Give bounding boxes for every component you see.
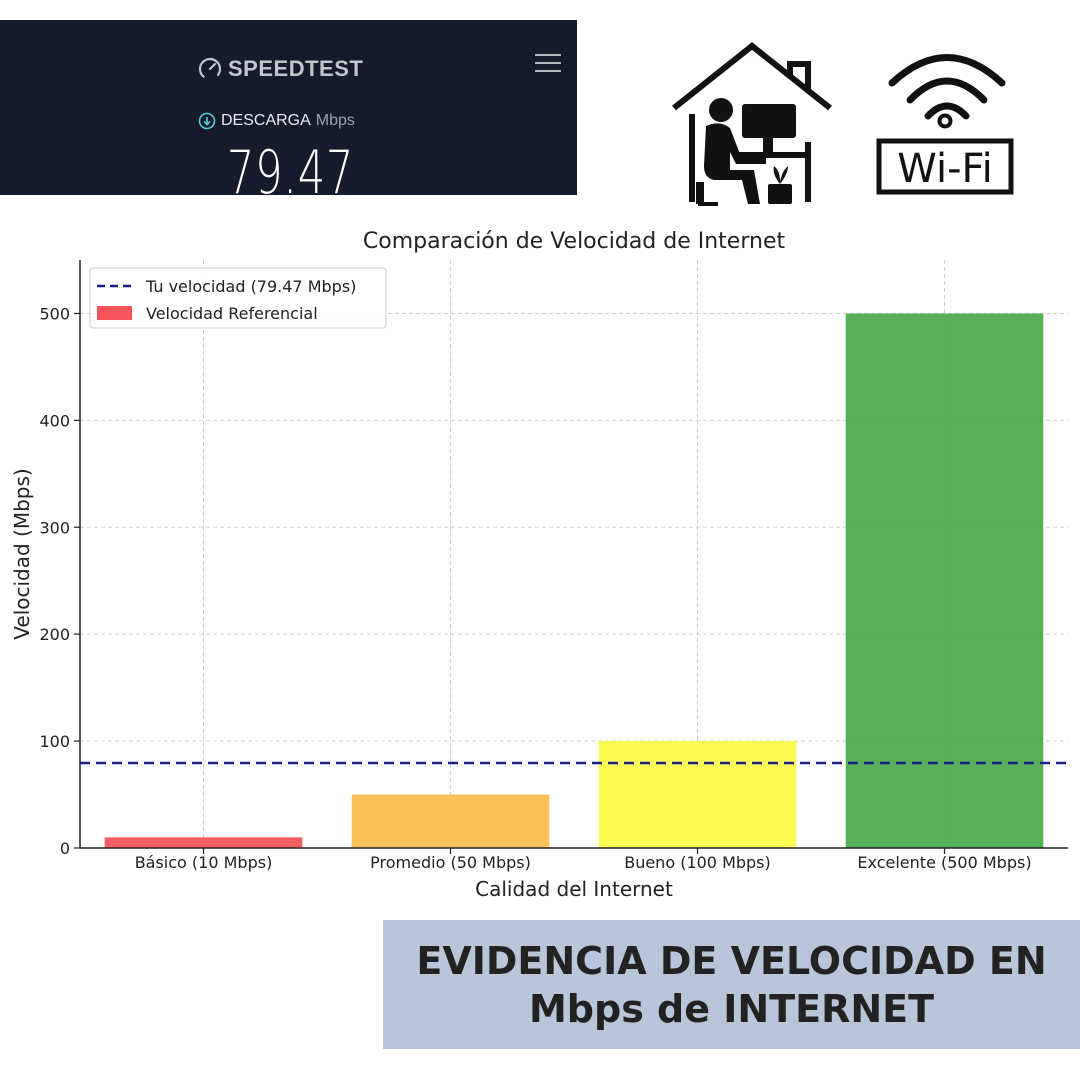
home-office-icon bbox=[672, 42, 832, 206]
banner-line-1: EVIDENCIA DE VELOCIDAD EN bbox=[416, 938, 1047, 983]
wifi-text: Wi-Fi bbox=[897, 146, 992, 192]
speedometer-icon bbox=[198, 57, 222, 81]
speedtest-panel: SPEEDTEST DESCARGA Mbps 79.47 bbox=[0, 20, 577, 208]
y-tick-label: 0 bbox=[60, 839, 70, 858]
wifi-icon: Wi-Fi bbox=[876, 54, 1014, 195]
bar bbox=[598, 741, 797, 848]
legend-box bbox=[89, 267, 387, 329]
y-tick-label: 100 bbox=[39, 732, 70, 751]
y-tick-label: 500 bbox=[39, 304, 70, 323]
chart-legend: Tu velocidad (79.47 Mbps) Velocidad Refer… bbox=[89, 267, 387, 329]
x-axis-title: Calidad del Internet bbox=[475, 877, 673, 901]
x-tick-label: Bueno (100 Mbps) bbox=[624, 853, 771, 872]
download-metric-label: DESCARGA bbox=[221, 112, 311, 129]
x-tick-label: Promedio (50 Mbps) bbox=[370, 853, 531, 872]
evidence-banner: EVIDENCIA DE VELOCIDAD EN Mbps de INTERN… bbox=[383, 920, 1080, 1049]
y-tick-label: 300 bbox=[39, 518, 70, 537]
x-tick-label: Excelente (500 Mbps) bbox=[857, 853, 1031, 872]
y-tick-label: 400 bbox=[39, 411, 70, 430]
download-arrow-icon bbox=[198, 112, 216, 130]
bar bbox=[104, 837, 303, 848]
speed-comparison-chart: Comparación de Velocidad de Internet 0 10… bbox=[10, 229, 1068, 901]
speedtest-logo: SPEEDTEST bbox=[198, 56, 383, 82]
legend-swatch-patch bbox=[97, 306, 132, 320]
hamburger-menu-icon[interactable] bbox=[535, 54, 561, 74]
bar bbox=[845, 313, 1044, 848]
x-tick-label: Básico (10 Mbps) bbox=[135, 853, 273, 872]
banner-line-2: Mbps de INTERNET bbox=[528, 986, 935, 1031]
y-tick-label: 200 bbox=[39, 625, 70, 644]
download-speed-value: 79.47 bbox=[226, 138, 355, 208]
legend-label: Velocidad Referencial bbox=[146, 304, 318, 323]
download-label: DESCARGA Mbps bbox=[198, 110, 355, 132]
legend-label: Tu velocidad (79.47 Mbps) bbox=[145, 277, 356, 296]
y-axis-title: Velocidad (Mbps) bbox=[10, 468, 34, 639]
chart-title: Comparación de Velocidad de Internet bbox=[363, 229, 786, 254]
download-unit: Mbps bbox=[315, 112, 355, 129]
speedtest-brand: SPEEDTEST bbox=[228, 56, 364, 81]
bar bbox=[351, 794, 550, 848]
